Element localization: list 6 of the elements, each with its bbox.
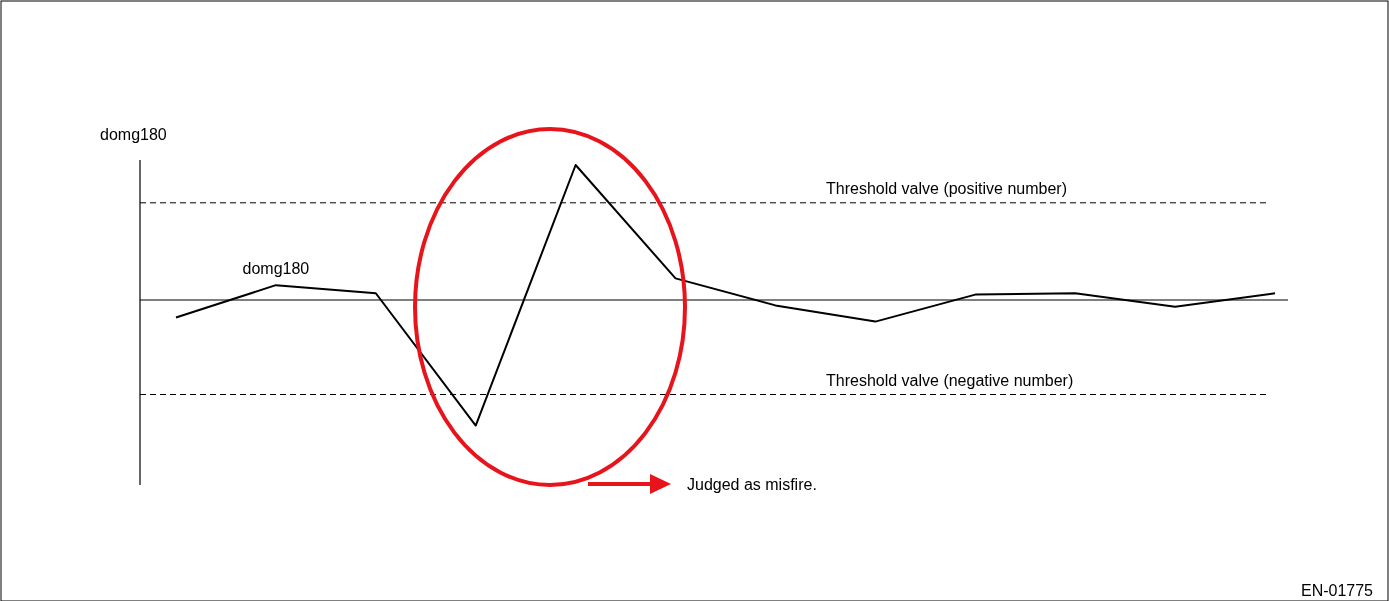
ref-line-label: Threshold valve (negative number): [826, 371, 1074, 389]
ref-line-label: Threshold valve (positive number): [826, 179, 1067, 197]
series-label: domg180: [242, 260, 310, 278]
y-axis-title: domg180: [100, 126, 167, 143]
text: Judged as misfire.: [687, 476, 817, 493]
text: EN-01775: [1300, 582, 1374, 599]
